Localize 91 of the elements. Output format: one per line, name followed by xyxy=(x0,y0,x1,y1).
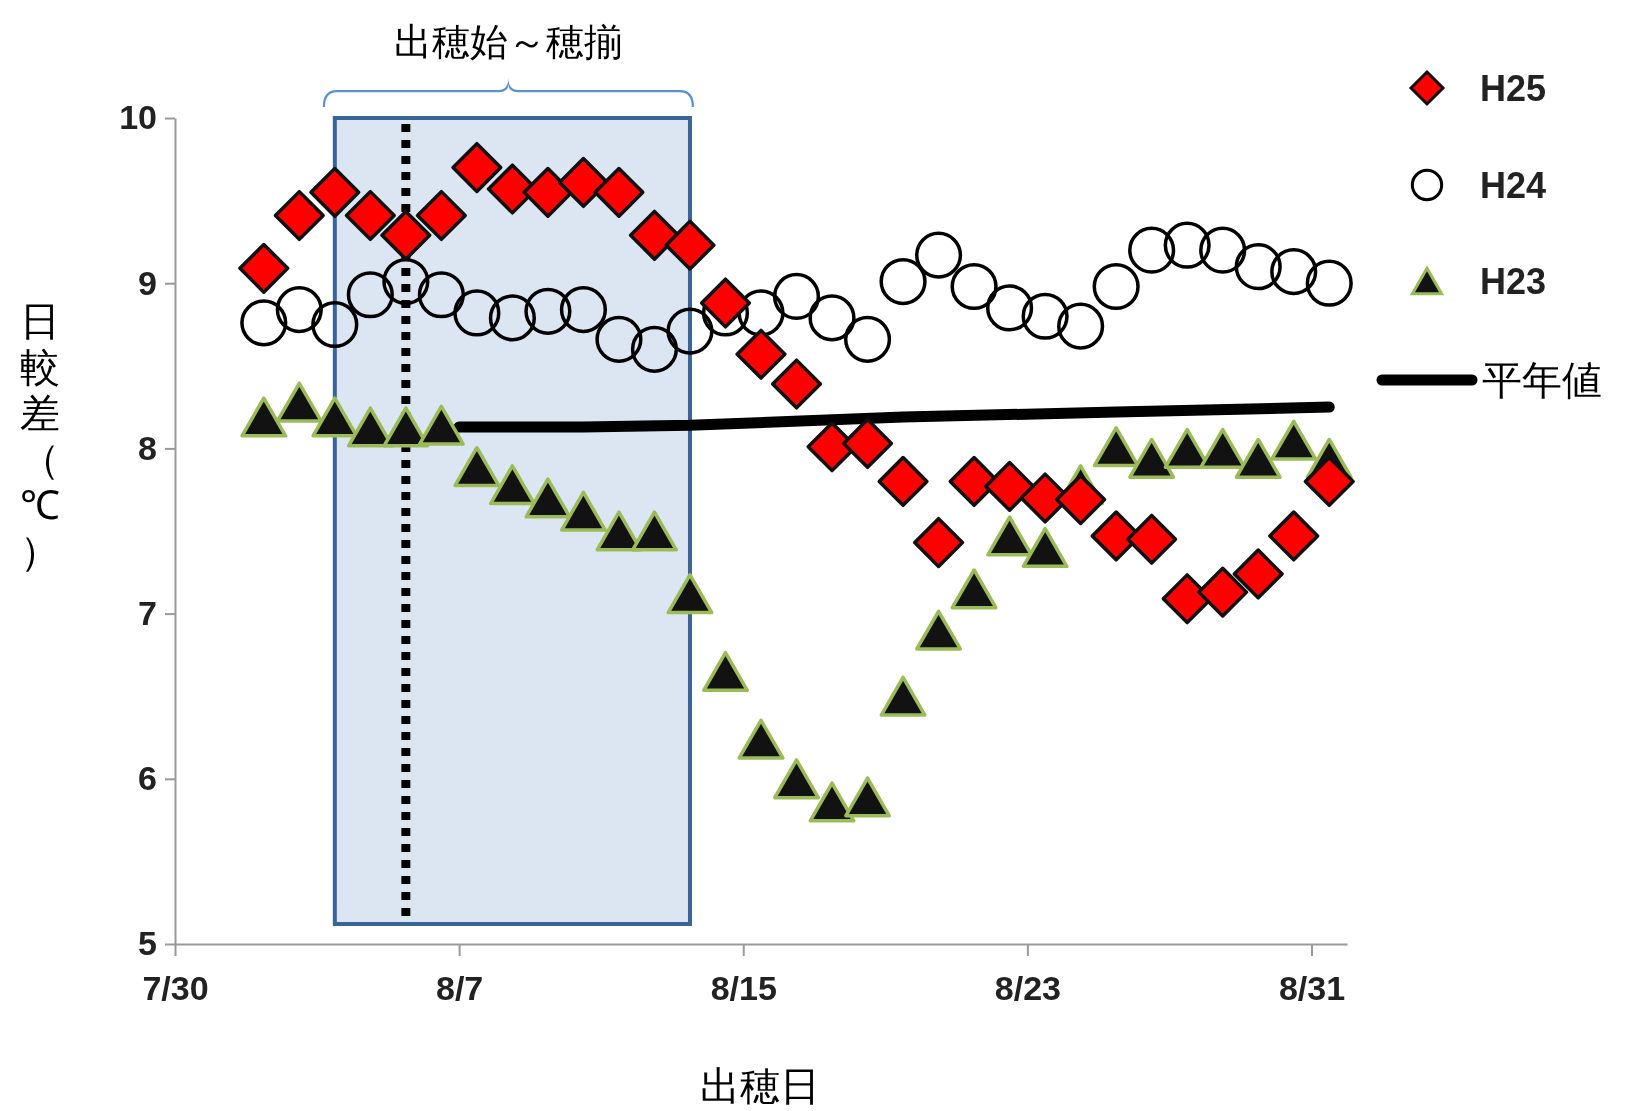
point xyxy=(382,257,430,306)
y-axis-title: 日較差（℃） xyxy=(20,299,60,573)
point xyxy=(380,209,432,261)
legend-label: H23 xyxy=(1480,260,1547,302)
point xyxy=(877,455,929,508)
point xyxy=(1128,226,1176,274)
point xyxy=(773,758,821,800)
legend-label: 平年値 xyxy=(1482,358,1602,402)
x-tick-label: 7/30 xyxy=(142,968,209,1007)
point xyxy=(844,776,892,818)
legend-label: H24 xyxy=(1480,164,1547,206)
point xyxy=(701,650,749,693)
point xyxy=(1126,513,1178,565)
point xyxy=(311,300,359,349)
point xyxy=(559,490,607,532)
point xyxy=(984,460,1036,512)
point xyxy=(808,294,856,342)
point xyxy=(1021,526,1069,569)
y-tick-label: 9 xyxy=(138,263,157,302)
point xyxy=(1268,510,1320,562)
point xyxy=(593,166,645,218)
y-tick-label: 10 xyxy=(119,98,157,137)
point xyxy=(1057,302,1105,350)
point xyxy=(915,609,963,651)
point xyxy=(559,286,608,334)
legend-label: H25 xyxy=(1480,67,1547,109)
point xyxy=(1197,566,1249,618)
point xyxy=(382,406,430,448)
point xyxy=(808,781,856,823)
point xyxy=(1092,262,1140,311)
point xyxy=(1270,419,1318,461)
y-tick-label: 6 xyxy=(138,759,157,798)
point xyxy=(524,287,572,335)
point xyxy=(1199,226,1247,274)
point xyxy=(699,277,752,329)
point xyxy=(950,568,998,610)
point xyxy=(1232,548,1284,600)
point xyxy=(843,315,892,363)
y-tick-label: 8 xyxy=(138,428,157,467)
point xyxy=(666,307,714,355)
point xyxy=(770,358,823,410)
y-tick-label: 5 xyxy=(138,924,157,963)
point xyxy=(417,271,465,319)
point xyxy=(950,262,998,311)
point xyxy=(275,286,323,334)
point xyxy=(630,510,678,552)
point xyxy=(1055,474,1107,526)
point xyxy=(240,299,288,347)
point xyxy=(453,289,501,337)
point xyxy=(879,675,927,717)
point xyxy=(664,219,716,271)
x-tick-label: 8/15 xyxy=(710,968,777,1007)
point xyxy=(1163,221,1211,269)
point xyxy=(238,242,290,294)
point xyxy=(1128,437,1176,479)
point xyxy=(1021,292,1069,340)
x-tick-label: 8/7 xyxy=(435,968,484,1007)
point xyxy=(735,328,787,380)
point xyxy=(346,271,394,319)
point xyxy=(451,141,503,194)
point xyxy=(309,166,361,218)
point xyxy=(1270,248,1318,296)
point xyxy=(1305,259,1353,307)
point xyxy=(772,272,821,320)
point xyxy=(1234,437,1282,479)
point xyxy=(1092,426,1140,468)
point xyxy=(914,231,963,279)
point xyxy=(453,445,501,488)
point xyxy=(879,257,927,306)
band-label: 出穂始～穂揃 xyxy=(394,21,623,63)
point xyxy=(240,396,288,438)
point xyxy=(595,315,643,363)
point xyxy=(841,417,894,470)
point xyxy=(415,189,467,242)
point xyxy=(344,189,396,242)
point xyxy=(1234,243,1282,291)
point xyxy=(524,477,572,519)
point xyxy=(666,573,714,615)
point xyxy=(912,516,965,569)
x-axis-title: 出穂日 xyxy=(700,1064,820,1108)
point xyxy=(275,381,323,423)
x-tick-label: 8/31 xyxy=(1278,968,1346,1007)
y-tick-label: 7 xyxy=(138,593,157,632)
point xyxy=(737,718,785,760)
point xyxy=(986,284,1034,332)
point xyxy=(488,464,536,506)
x-tick-label: 8/23 xyxy=(994,968,1061,1007)
point xyxy=(273,189,325,242)
point xyxy=(630,325,679,373)
point xyxy=(488,294,536,342)
point xyxy=(417,404,465,446)
